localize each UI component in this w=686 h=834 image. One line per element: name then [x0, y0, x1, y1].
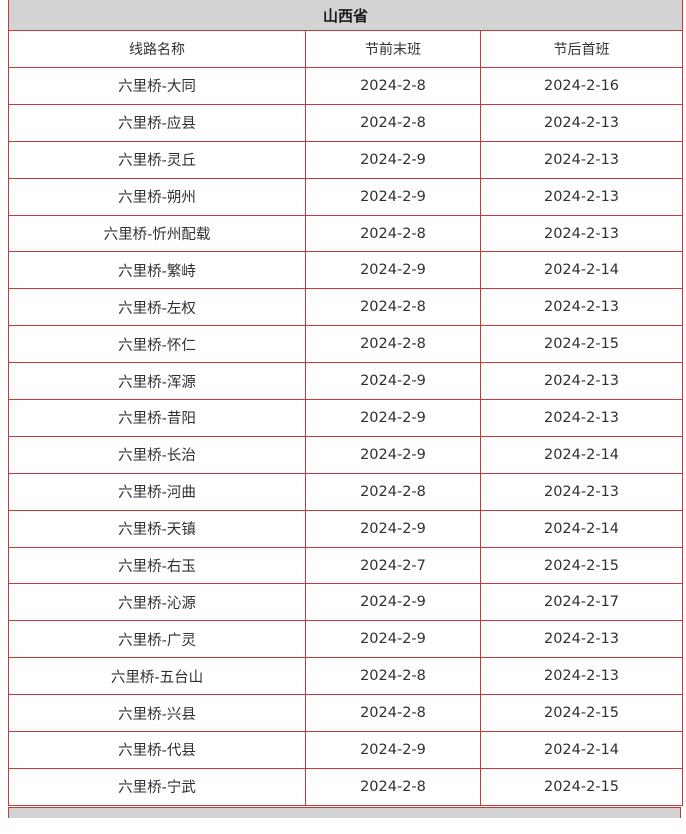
table-row: 六里桥-左权 2024-2-8 2024-2-13	[8, 288, 684, 327]
table-row: 六里桥-沁源 2024-2-9 2024-2-17	[8, 583, 684, 622]
last-bus-before-festival-cell: 2024-2-8	[305, 214, 481, 253]
table-row: 六里桥-朔州 2024-2-9 2024-2-13	[8, 177, 684, 216]
last-bus-before-festival-cell: 2024-2-8	[305, 103, 481, 142]
first-bus-after-festival-cell: 2024-2-15	[479, 325, 684, 364]
table-row: 六里桥-忻州配载 2024-2-8 2024-2-13	[8, 214, 684, 253]
last-bus-before-festival-cell: 2024-2-8	[305, 472, 481, 511]
last-bus-before-festival-cell: 2024-2-9	[305, 399, 481, 437]
schedule-table-body: 六里桥-大同 2024-2-8 2024-2-16 六里桥-应县 2024-2-…	[8, 67, 684, 806]
first-bus-after-festival-cell: 2024-2-15	[479, 694, 684, 733]
route-name-cell: 六里桥-沁源	[8, 583, 306, 622]
table-row: 六里桥-右玉 2024-2-7 2024-2-15	[8, 546, 684, 585]
route-name-cell: 六里桥-昔阳	[8, 399, 306, 437]
last-bus-before-festival-cell: 2024-2-9	[305, 583, 481, 622]
last-bus-before-festival-cell: 2024-2-8	[305, 288, 481, 327]
column-header-route-name: 线路名称	[8, 30, 306, 68]
first-bus-after-festival-cell: 2024-2-13	[479, 362, 684, 401]
table-row: 六里桥-怀仁 2024-2-8 2024-2-15	[8, 325, 684, 364]
bus-schedule-table: 山西省 线路名称 节前末班 节后首班 六里桥-大同 2024-2-8 2024-…	[7, 0, 684, 806]
route-name-cell: 六里桥-大同	[8, 67, 306, 105]
route-name-cell: 六里桥-广灵	[8, 620, 306, 659]
column-header-row: 线路名称 节前末班 节后首班	[8, 30, 684, 68]
last-bus-before-festival-cell: 2024-2-9	[305, 140, 481, 179]
first-bus-after-festival-cell: 2024-2-13	[479, 140, 684, 179]
first-bus-after-festival-cell: 2024-2-14	[479, 509, 684, 548]
route-name-cell: 六里桥-灵丘	[8, 140, 306, 179]
table-row: 六里桥-灵丘 2024-2-9 2024-2-13	[8, 140, 684, 179]
table-row: 六里桥-代县 2024-2-9 2024-2-14	[8, 731, 684, 769]
first-bus-after-festival-cell: 2024-2-13	[479, 288, 684, 327]
column-header-first-bus-after-festival: 节后首班	[479, 30, 684, 68]
last-bus-before-festival-cell: 2024-2-8	[305, 325, 481, 364]
last-bus-before-festival-cell: 2024-2-8	[305, 67, 481, 105]
column-header-last-bus-before-festival: 节前末班	[305, 30, 481, 68]
last-bus-before-festival-cell: 2024-2-9	[305, 435, 481, 474]
last-bus-before-festival-cell: 2024-2-9	[305, 509, 481, 548]
route-name-cell: 六里桥-长治	[8, 435, 306, 474]
table-row: 六里桥-兴县 2024-2-8 2024-2-15	[8, 694, 684, 733]
table-row: 六里桥-宁武 2024-2-8 2024-2-15	[8, 767, 684, 806]
province-title: 山西省	[7, 0, 684, 31]
last-bus-before-festival-cell: 2024-2-8	[305, 694, 481, 733]
route-name-cell: 六里桥-代县	[8, 731, 306, 769]
route-name-cell: 六里桥-朔州	[8, 177, 306, 216]
first-bus-after-festival-cell: 2024-2-17	[479, 583, 684, 622]
route-name-cell: 六里桥-宁武	[8, 767, 306, 806]
last-bus-before-festival-cell: 2024-2-9	[305, 362, 481, 401]
first-bus-after-festival-cell: 2024-2-16	[479, 67, 684, 105]
first-bus-after-festival-cell: 2024-2-13	[479, 177, 684, 216]
route-name-cell: 六里桥-忻州配载	[8, 214, 306, 253]
first-bus-after-festival-cell: 2024-2-13	[479, 472, 684, 511]
table-row: 六里桥-昔阳 2024-2-9 2024-2-13	[8, 399, 684, 437]
first-bus-after-festival-cell: 2024-2-13	[479, 399, 684, 437]
table-row: 六里桥-浑源 2024-2-9 2024-2-13	[8, 362, 684, 401]
route-name-cell: 六里桥-右玉	[8, 546, 306, 585]
first-bus-after-festival-cell: 2024-2-15	[479, 546, 684, 585]
first-bus-after-festival-cell: 2024-2-14	[479, 731, 684, 769]
next-section-header-partial	[8, 806, 681, 818]
last-bus-before-festival-cell: 2024-2-9	[305, 177, 481, 216]
first-bus-after-festival-cell: 2024-2-15	[479, 767, 684, 806]
first-bus-after-festival-cell: 2024-2-14	[479, 435, 684, 474]
last-bus-before-festival-cell: 2024-2-8	[305, 657, 481, 696]
route-name-cell: 六里桥-繁峙	[8, 251, 306, 290]
route-name-cell: 六里桥-河曲	[8, 472, 306, 511]
last-bus-before-festival-cell: 2024-2-9	[305, 731, 481, 769]
table-row: 六里桥-五台山 2024-2-8 2024-2-13	[8, 657, 684, 696]
last-bus-before-festival-cell: 2024-2-8	[305, 767, 481, 806]
table-row: 六里桥-应县 2024-2-8 2024-2-13	[8, 103, 684, 142]
route-name-cell: 六里桥-浑源	[8, 362, 306, 401]
first-bus-after-festival-cell: 2024-2-13	[479, 620, 684, 659]
first-bus-after-festival-cell: 2024-2-13	[479, 103, 684, 142]
table-row: 六里桥-繁峙 2024-2-9 2024-2-14	[8, 251, 684, 290]
first-bus-after-festival-cell: 2024-2-14	[479, 251, 684, 290]
first-bus-after-festival-cell: 2024-2-13	[479, 657, 684, 696]
route-name-cell: 六里桥-兴县	[8, 694, 306, 733]
route-name-cell: 六里桥-左权	[8, 288, 306, 327]
route-name-cell: 六里桥-天镇	[8, 509, 306, 548]
table-row: 六里桥-长治 2024-2-9 2024-2-14	[8, 435, 684, 474]
table-row: 六里桥-大同 2024-2-8 2024-2-16	[8, 67, 684, 105]
first-bus-after-festival-cell: 2024-2-13	[479, 214, 684, 253]
last-bus-before-festival-cell: 2024-2-9	[305, 251, 481, 290]
route-name-cell: 六里桥-怀仁	[8, 325, 306, 364]
route-name-cell: 六里桥-应县	[8, 103, 306, 142]
route-name-cell: 六里桥-五台山	[8, 657, 306, 696]
table-row: 六里桥-广灵 2024-2-9 2024-2-13	[8, 620, 684, 659]
province-header-row: 山西省	[7, 0, 684, 31]
last-bus-before-festival-cell: 2024-2-9	[305, 620, 481, 659]
table-row: 六里桥-河曲 2024-2-8 2024-2-13	[8, 472, 684, 511]
table-row: 六里桥-天镇 2024-2-9 2024-2-14	[8, 509, 684, 548]
last-bus-before-festival-cell: 2024-2-7	[305, 546, 481, 585]
